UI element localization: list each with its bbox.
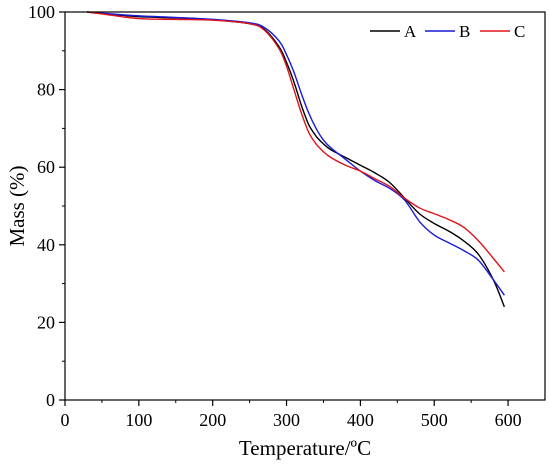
x-tick-label: 0 — [61, 410, 70, 430]
x-tick-label: 300 — [273, 410, 300, 430]
series-line-c — [87, 11, 505, 273]
y-axis-label: Mass (%) — [5, 165, 29, 246]
x-axis-ticks: 0 100 200 300 400 500 600 — [61, 400, 522, 430]
x-tick-label: 500 — [421, 410, 448, 430]
plot-frame — [64, 11, 546, 401]
y-axis-ticks: 0 20 40 60 80 100 — [28, 2, 65, 410]
series-line-b — [87, 11, 505, 296]
plot-lines — [87, 11, 506, 308]
y-tick-label: 60 — [37, 157, 55, 177]
series-line-a — [87, 11, 506, 308]
legend-label-a: A — [404, 22, 417, 41]
y-tick-label: 100 — [28, 2, 55, 22]
legend: A B C — [370, 22, 525, 41]
x-tick-label: 200 — [199, 410, 226, 430]
x-tick-label: 100 — [125, 410, 152, 430]
y-tick-label: 0 — [46, 390, 55, 410]
x-tick-label: 600 — [495, 410, 522, 430]
y-tick-label: 20 — [37, 312, 55, 332]
legend-label-c: C — [514, 22, 525, 41]
y-tick-label: 40 — [37, 235, 55, 255]
y-tick-label: 80 — [37, 80, 55, 100]
x-tick-label: 400 — [347, 410, 374, 430]
legend-label-b: B — [459, 22, 470, 41]
x-axis-label: Temperature/ºC — [239, 436, 371, 460]
